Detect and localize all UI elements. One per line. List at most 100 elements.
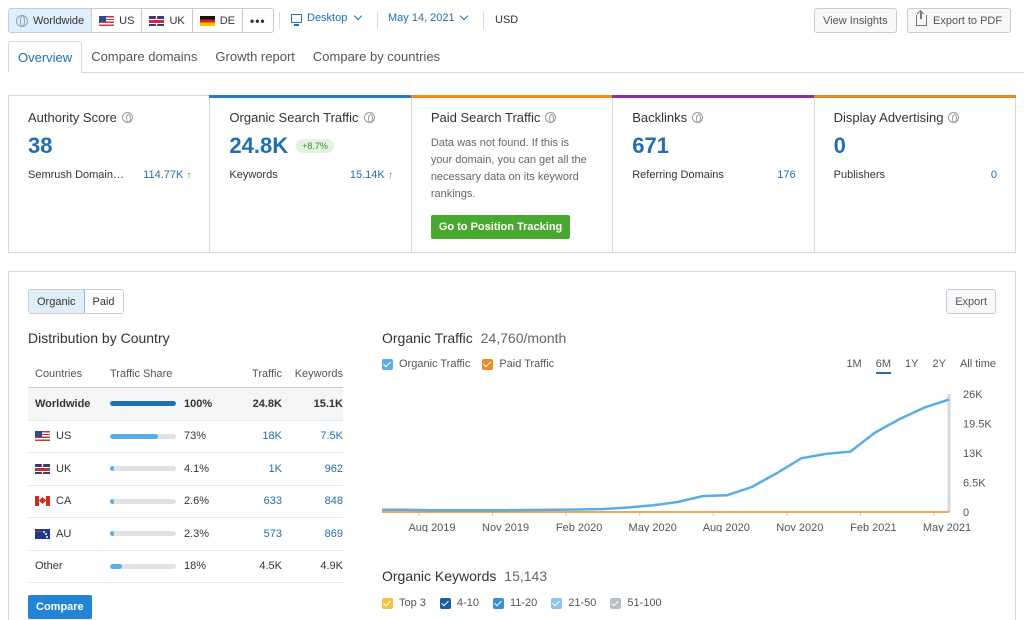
organic-value[interactable]: 24.8K: [229, 133, 289, 158]
table-row[interactable]: Other 18% 4.5K 4.9K: [28, 551, 343, 583]
date-dropdown[interactable]: May 14, 2021: [388, 11, 468, 24]
database-selector: Worldwide US UK DE •••: [8, 8, 274, 33]
range-2y[interactable]: 2Y: [932, 358, 946, 370]
table-row[interactable]: UK 4.1% 1K 962: [28, 453, 343, 486]
range-all-time[interactable]: All time: [959, 358, 996, 370]
table-row[interactable]: Worldwide 100% 24.8K 15.1K: [28, 388, 343, 421]
db-us-button[interactable]: US: [92, 9, 143, 32]
device-dropdown[interactable]: Desktop: [291, 11, 363, 26]
range-1m[interactable]: 1M: [846, 358, 862, 370]
view-insights-button[interactable]: View Insights: [814, 8, 897, 33]
traffic-cell[interactable]: 573: [263, 527, 282, 540]
paid-title: Paid Search Traffic: [430, 110, 541, 125]
info-icon[interactable]: [948, 112, 960, 123]
table-row[interactable]: CA 2.6% 633 848: [28, 486, 343, 518]
card-accent-bar: [410, 95, 614, 98]
info-icon[interactable]: [363, 112, 375, 123]
backlinks-sub-value[interactable]: 176: [777, 169, 796, 181]
export-button[interactable]: Export: [946, 289, 996, 314]
db-uk-label: UK: [169, 14, 185, 27]
toggle-paid[interactable]: Paid: [84, 290, 123, 313]
db-de-button[interactable]: DE: [192, 9, 243, 32]
paid-traffic-card: Paid Search Traffic Data was not found. …: [410, 95, 614, 252]
distribution-table: Countries Traffic Share Traffic Keywords…: [28, 360, 343, 583]
keyword-legend-label: Top 3: [399, 597, 426, 609]
tab-compare-by-countries[interactable]: Compare by countries: [312, 49, 441, 64]
card-accent-bar: [813, 95, 1017, 98]
db-uk-button[interactable]: UK: [142, 9, 193, 32]
legend-paid-traffic[interactable]: Paid Traffic: [482, 358, 554, 370]
country-cell: AU: [28, 528, 110, 540]
keywords-cell[interactable]: 848: [324, 495, 343, 508]
authority-value[interactable]: 38: [28, 133, 53, 158]
organic-paid-toggle: Organic Paid: [28, 289, 124, 314]
organic-traffic-chart[interactable]: 26K 19.5K 13K 6.5K 0 Aug 2019 Nov 2019 Feb 2020…: [382, 382, 997, 532]
authority-title: Authority Score: [28, 110, 117, 125]
card-sub: Referring Domains 176: [632, 169, 795, 181]
keywords-cell[interactable]: 869: [324, 527, 343, 540]
compare-button[interactable]: Compare: [28, 595, 92, 619]
chevron-down-icon: [459, 11, 468, 21]
backlinks-title: Backlinks: [632, 110, 688, 125]
info-icon[interactable]: [121, 112, 133, 123]
legend-organic-label: Organic Traffic: [399, 358, 471, 370]
go-to-position-tracking-button[interactable]: Go to Position Tracking: [430, 215, 571, 239]
keywords-cell[interactable]: 7.5K: [320, 430, 343, 443]
legend-paid-label: Paid Traffic: [499, 358, 555, 370]
traffic-cell[interactable]: 1K: [268, 462, 282, 475]
range-1y[interactable]: 1Y: [905, 358, 919, 370]
chevron-down-icon: [354, 11, 363, 21]
info-icon[interactable]: [692, 112, 704, 123]
tab-growth-report[interactable]: Growth report: [215, 49, 295, 64]
backlinks-card: Backlinks 671 Referring Domains 176: [612, 95, 815, 252]
checkbox-icon: [482, 358, 494, 370]
db-worldwide-label: Worldwide: [33, 14, 85, 27]
keyword-legend-label: 11-20: [509, 597, 538, 609]
keyword-legend-item[interactable]: 4-10: [439, 597, 479, 609]
card-title: Display Advertising: [834, 110, 997, 125]
legend-organic-traffic[interactable]: Organic Traffic: [382, 358, 470, 370]
card-sub: Publishers 0: [834, 169, 997, 181]
country-name: Worldwide: [35, 397, 91, 410]
x-tick-label: Feb 2021: [850, 522, 896, 532]
distribution-rows: Worldwide 100% 24.8K 15.1K US 73% 18K 7.5K UK 4.1…: [28, 388, 343, 583]
metrics-summary: Authority Score 38 Semrush Domain… 114.7…: [8, 95, 1017, 253]
authority-sub-value[interactable]: 114.77K: [143, 169, 184, 181]
country-name: CA: [56, 495, 72, 508]
share-percent: 73%: [184, 430, 207, 443]
range-6m[interactable]: 6M: [875, 358, 891, 374]
backlinks-value[interactable]: 671: [632, 133, 669, 158]
display-sub-value[interactable]: 0: [990, 169, 998, 181]
keyword-legend-item[interactable]: 21-50: [551, 597, 596, 609]
organic-sub-value[interactable]: 15.14K: [349, 169, 385, 181]
share-bar: [110, 563, 176, 569]
report-tabs: Overview Compare domains Growth report C…: [8, 41, 1024, 73]
display-value[interactable]: 0: [833, 133, 846, 158]
export-pdf-button[interactable]: Export to PDF: [907, 8, 1012, 33]
traffic-cell[interactable]: 18K: [262, 430, 282, 443]
keyword-legend-label: 4-10: [456, 597, 479, 609]
checkbox-icon: [610, 597, 622, 609]
keywords-legend: Top 3 4-10 11-20 21-50 51-100: [382, 597, 662, 609]
country-cell: Worldwide: [28, 398, 110, 410]
keyword-legend-item[interactable]: Top 3: [382, 597, 426, 609]
display-advertising-card: Display Advertising 0 Publishers 0: [813, 95, 1017, 252]
more-databases-button[interactable]: •••: [243, 9, 273, 32]
organic-traffic-title: Organic Traffic 24,760/month: [382, 330, 566, 346]
traffic-cell[interactable]: 633: [263, 495, 282, 508]
keyword-legend-item[interactable]: 11-20: [492, 597, 538, 609]
toggle-organic[interactable]: Organic: [29, 290, 85, 313]
keywords-cell[interactable]: 962: [324, 462, 343, 475]
info-icon[interactable]: [545, 112, 557, 123]
table-row[interactable]: US 73% 18K 7.5K: [28, 421, 343, 453]
table-row[interactable]: AU 2.3% 573 869: [28, 518, 343, 551]
checkbox-icon: [382, 358, 393, 370]
db-worldwide-button[interactable]: Worldwide: [9, 9, 93, 32]
col-keywords: Keywords: [294, 367, 343, 380]
share-cell: 100%: [110, 398, 220, 410]
tab-overview[interactable]: Overview: [8, 41, 83, 73]
col-countries: Countries: [35, 367, 83, 380]
arrow-up-icon: ↑: [186, 170, 192, 181]
keyword-legend-item[interactable]: 51-100: [610, 597, 662, 609]
tab-compare-domains[interactable]: Compare domains: [91, 49, 198, 64]
